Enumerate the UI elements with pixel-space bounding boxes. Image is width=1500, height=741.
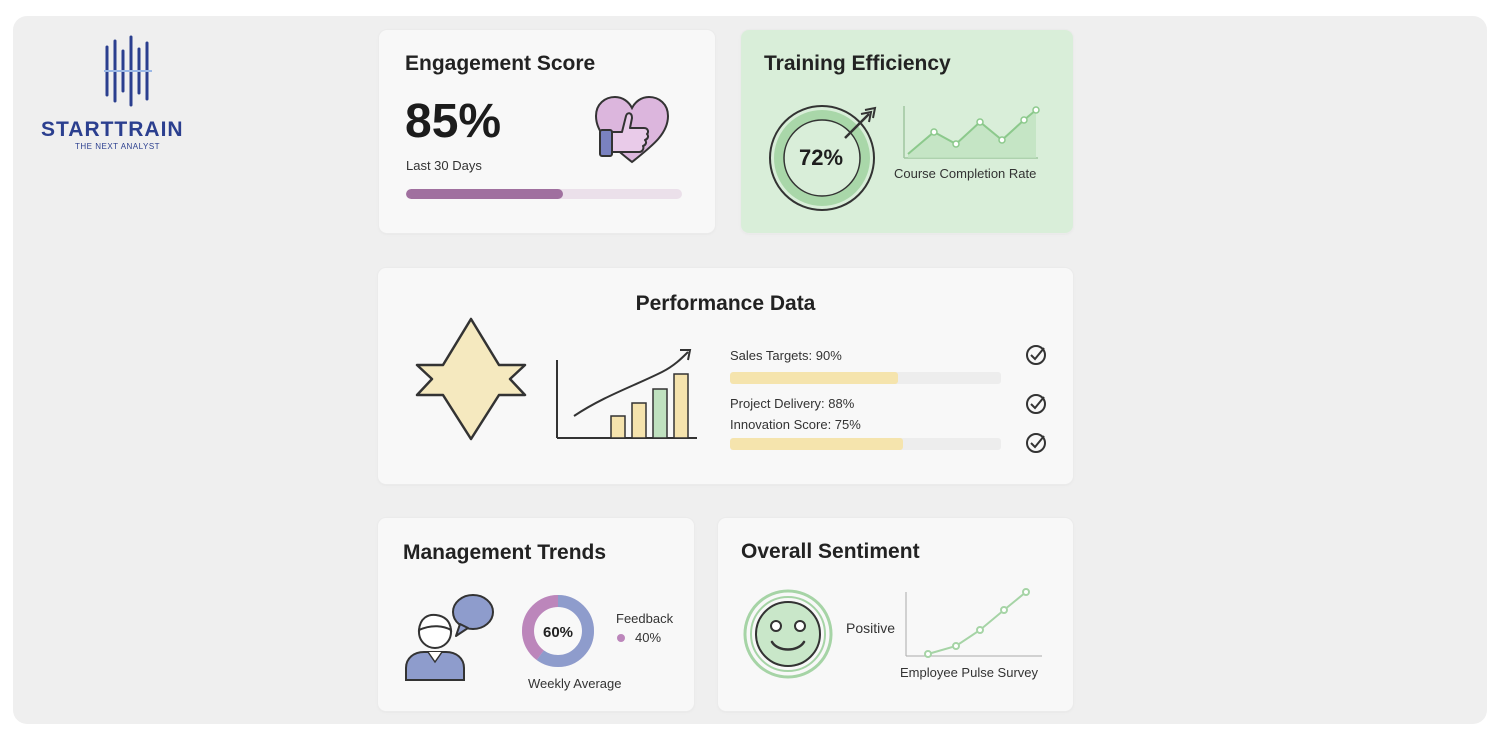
sentiment-label: Positive [846,620,896,636]
engagement-card: Engagement Score 85% Last 30 Days [379,30,715,233]
engagement-progress-bar [406,189,682,199]
legend-dot [617,634,625,642]
legend-label: Feedback [616,611,674,626]
metric-label-delivery: Project Delivery: 88% [730,396,855,411]
donut-value: 60% [542,624,574,641]
star-icon [415,317,527,441]
metric-bar-innovation-fill [730,438,904,450]
feedback-donut [522,595,594,667]
person-speech-icon [405,594,494,681]
donut-caption: Weekly Average [528,676,622,691]
metric-label-innovation: Innovation Score: 75% [730,417,861,432]
completion-sparkline [903,106,1040,159]
sentiment-title: Overall Sentiment [741,540,920,563]
check-circle-icon [1026,394,1046,414]
engagement-period: Last 30 Days [406,158,482,173]
sentiment-card: Overall Sentiment Positive Employee Puls… [718,518,1073,711]
metric-bar-sales-fill [730,372,899,384]
metric-label-sales: Sales Targets: 90% [730,348,842,363]
engagement-progress-fill [406,189,564,199]
training-caption: Course Completion Rate [894,166,1037,181]
engagement-value: 85% [405,95,502,148]
performance-card: Performance Data Sales Targets: 90% Proj… [378,268,1073,484]
brand-name: STARTTRAIN [41,118,184,141]
smiley-face-icon [743,589,833,679]
brand-tagline: THE NEXT ANALYST [75,142,161,151]
check-circle-icon [1026,345,1046,365]
sentiment-caption: Employee Pulse Survey [900,665,1039,680]
logo-mark-icon [104,35,152,107]
legend-value: 40% [635,630,662,645]
performance-title: Performance Data [635,292,816,315]
training-title: Training Efficiency [764,52,951,75]
target-dart-icon [844,106,877,139]
heart-thumbs-up-icon [594,95,670,164]
management-card: Management Trends 60% Weekly Average Fee… [378,518,694,711]
trend-line-icon [905,588,1042,658]
completion-ring [769,105,875,211]
training-value: 72% [799,145,844,170]
metric-bar-innovation [730,438,1001,450]
training-card: Training Efficiency 72% Course Completio… [741,30,1073,233]
check-circle-icon [1026,433,1046,453]
engagement-title: Engagement Score [405,52,596,75]
metric-bar-sales [730,372,1001,384]
management-title: Management Trends [403,541,607,564]
donut-segment-secondary [522,595,594,667]
growth-bar-chart-icon [556,349,697,439]
